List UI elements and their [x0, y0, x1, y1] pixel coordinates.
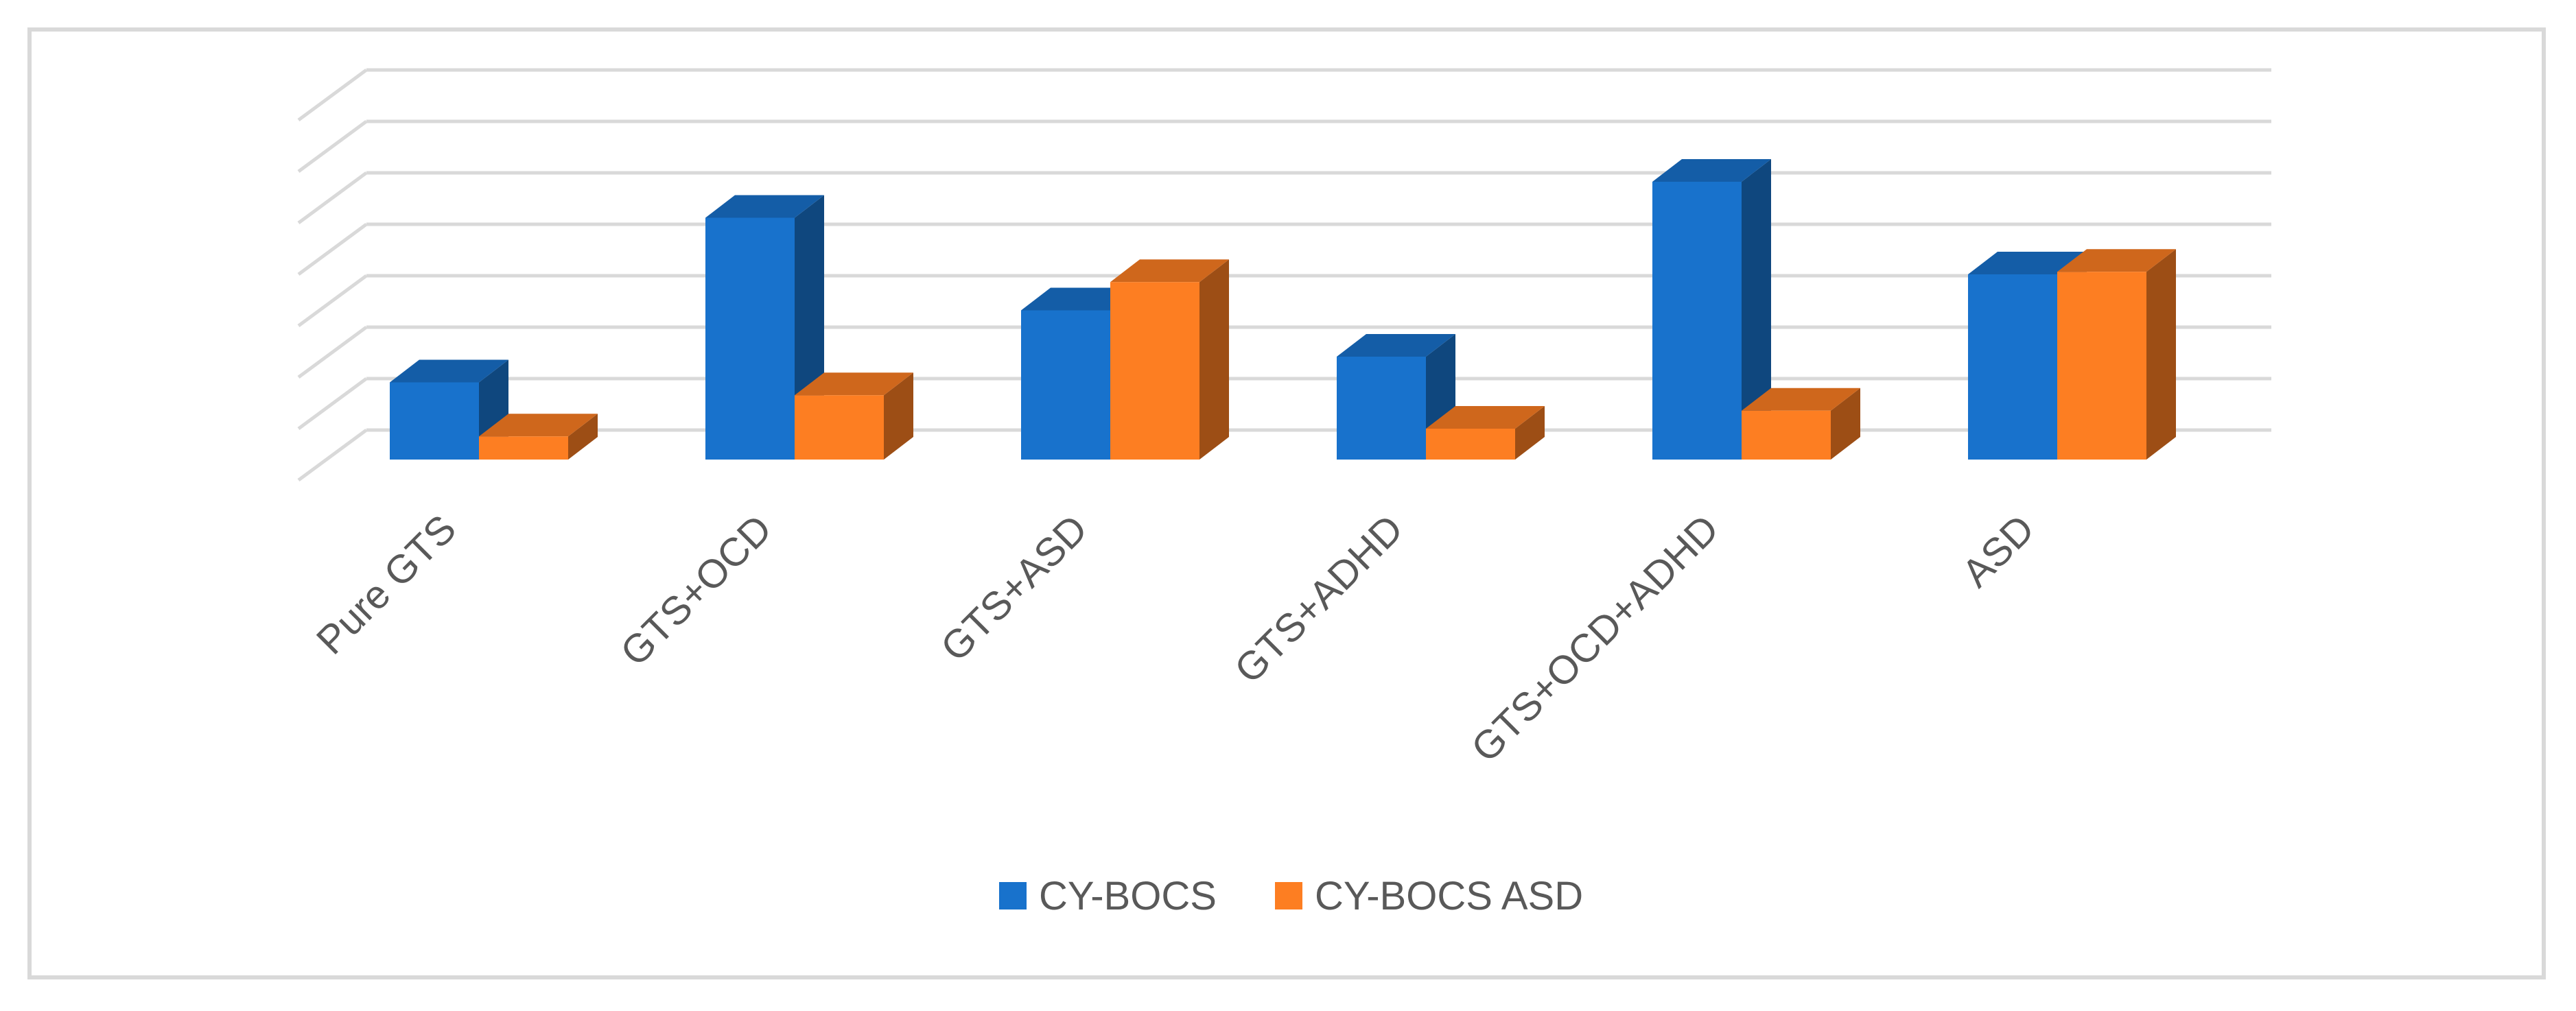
bar-top [2057, 249, 2176, 272]
bar [1110, 259, 1229, 460]
legend: CY-BOCS CY-BOCS ASD [999, 874, 1583, 918]
legend-label: CY-BOCS [1039, 874, 1217, 918]
legend-label: CY-BOCS ASD [1315, 874, 1583, 918]
bar-top [705, 195, 824, 218]
bar-front [1968, 274, 2057, 460]
bar-top [479, 414, 598, 437]
gridline-diagonal [297, 222, 368, 276]
gridlines [297, 68, 2271, 482]
legend-item: CY-BOCS [999, 874, 1217, 918]
bar-side [2146, 249, 2176, 460]
bar-top [1110, 259, 1229, 283]
bar-front [1021, 310, 1110, 460]
bar-front [1110, 282, 1199, 460]
bar-side [568, 414, 598, 460]
bars [390, 159, 2176, 460]
bar [795, 372, 913, 460]
legend-swatch [1275, 882, 1302, 909]
bar-top [1742, 388, 1860, 411]
bar [1652, 159, 1771, 460]
bar-side [1831, 388, 1860, 460]
bar-front [479, 436, 568, 460]
bar-side [1515, 406, 1545, 460]
bar-top [1337, 334, 1455, 357]
bar-side [1742, 159, 1771, 460]
bar-front [795, 395, 884, 460]
gridline-diagonal [297, 171, 368, 225]
gridline-diagonal [297, 325, 368, 379]
category-label: GTS+ADHD [1226, 506, 1412, 691]
bar-side [884, 372, 913, 460]
bar-front [705, 217, 795, 460]
legend-item: CY-BOCS ASD [1275, 874, 1583, 918]
bar [1337, 334, 1455, 460]
bar-front [390, 382, 479, 460]
category-label: GTS+OCD+ADHD [1463, 506, 1728, 771]
bar-top [1652, 159, 1771, 182]
gridline-diagonal [297, 119, 368, 174]
bar-top [795, 372, 913, 396]
bar [1426, 406, 1545, 460]
gridline-diagonal [297, 68, 368, 122]
bar-top [1968, 252, 2087, 274]
bar [2057, 249, 2176, 460]
gridline-diagonal [297, 274, 368, 328]
category-label: GTS+OCD [612, 506, 780, 674]
bar [479, 414, 598, 460]
legend-swatch [999, 882, 1027, 909]
chart-frame [27, 27, 2546, 979]
bar-top [390, 359, 508, 383]
gridline-diagonal [297, 428, 368, 482]
bar-front [1337, 357, 1426, 460]
bar-front [1742, 410, 1831, 460]
bar-top [1021, 287, 1140, 311]
category-label: Pure GTS [308, 506, 465, 663]
category-label: ASD [1954, 506, 2043, 595]
category-labels: Pure GTS GTS+OCD GTS+ASD GTS+ADHD GTS+OCD+AD… [308, 506, 2043, 771]
category-label: GTS+ASD [933, 506, 1097, 670]
bar-front [2057, 272, 2146, 460]
bar [1742, 388, 1860, 460]
bar-front [1652, 182, 1742, 460]
bar-front [1426, 429, 1515, 460]
gridline-diagonal [297, 377, 368, 431]
bar-side [1199, 259, 1229, 460]
bar-top [1426, 406, 1545, 429]
